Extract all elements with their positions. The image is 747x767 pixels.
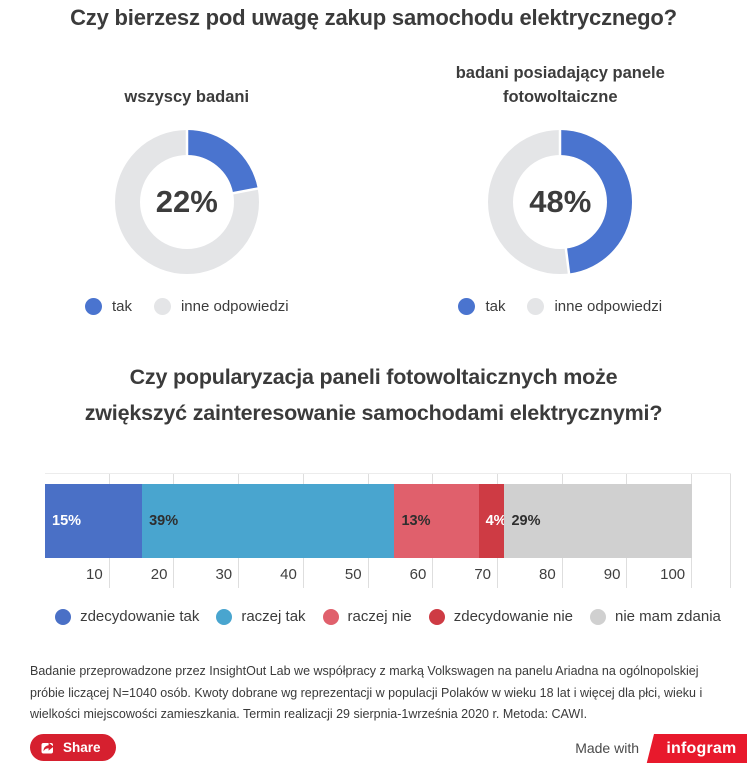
x-axis-tick-label: 40 <box>280 566 297 583</box>
legend-label: inne odpowiedzi <box>554 298 663 315</box>
share-button[interactable]: Share <box>30 733 116 761</box>
slice-separator <box>564 247 571 275</box>
donut-chart-panel-owners: badani posiadający panele fotowoltaiczne… <box>374 61 747 315</box>
bar-segment-raczej-tak: 39% <box>142 484 395 558</box>
legend-label: nie mam zdania <box>615 608 721 625</box>
legend-item: zdecydowanie tak <box>55 608 199 625</box>
x-axis-tick-label: 60 <box>409 566 427 583</box>
x-axis-tick-label: 30 <box>215 566 233 583</box>
legend-item: inne odpowiedzi <box>153 298 289 315</box>
made-with: Made with infogram <box>575 733 747 763</box>
bar-value-label: 13% <box>401 513 431 529</box>
bar-segment-raczej-nie: 13% <box>394 484 479 558</box>
donut-legend: tak inne odpowiedzi <box>84 298 289 315</box>
made-with-label: Made with <box>575 740 639 756</box>
legend-swatch <box>153 298 171 315</box>
methodology-note: Badanie przeprowadzone przez InsightOut … <box>30 664 703 721</box>
stacked-bar: 15% 39% 13% 4% 29% <box>45 484 693 558</box>
donut-chart-all-respondents: wszyscy badani 22% tak inne odpowiedzi <box>0 61 374 315</box>
donut-title: badani posiadający panele fotowoltaiczne <box>455 64 665 106</box>
x-axis-tick-label: 50 <box>344 566 362 583</box>
legend-swatch <box>84 298 102 315</box>
donut-ring <box>114 129 259 274</box>
x-axis-tick-label: 10 <box>86 566 103 583</box>
legend-item: raczej nie <box>322 608 412 625</box>
bar-value-label: 29% <box>511 513 541 529</box>
x-axis-tick-label: 80 <box>539 566 556 583</box>
bar-segment-zdecydowanie-tak: 15% <box>45 484 143 558</box>
bottom-bar: Share Made with infogram <box>0 732 747 766</box>
x-axis-tick-label: 70 <box>474 566 492 583</box>
bar-segment-nie-mam-zdania: 29% <box>504 484 693 558</box>
x-axis-tick-label: 100 <box>660 566 686 583</box>
legend-label: inne odpowiedzi <box>180 298 289 315</box>
gridline <box>730 474 731 588</box>
donut-center-value: 22% <box>155 184 218 219</box>
donut-ring <box>488 129 633 275</box>
donut-title: wszyscy badani <box>124 88 250 106</box>
x-axis-tick-label: 20 <box>150 566 168 583</box>
donut-center-value: 48% <box>529 184 592 219</box>
share-button-label: Share <box>63 739 101 755</box>
bar-segment-zdecydowanie-nie: 4% <box>478 484 507 558</box>
legend-item: zdecydowanie nie <box>428 608 573 625</box>
legend-swatch <box>458 298 476 315</box>
stacked-bar-chart: 15% 39% 13% 4% 29% 10 20 30 40 50 60 70 80 90 100 zde… <box>45 473 731 625</box>
donut-chart: 22% <box>114 129 260 275</box>
bar-value-label: 4% <box>485 513 507 529</box>
question-2-title: Czy popularyzacja paneli fotowoltaicznyc… <box>84 365 663 425</box>
legend-label: raczej tak <box>241 608 306 625</box>
legend-item: raczej tak <box>216 608 306 625</box>
legend-item: inne odpowiedzi <box>527 298 662 315</box>
bar-plot-area: 15% 39% 13% 4% 29% 10 20 30 40 50 60 70 80 90 100 <box>45 473 731 588</box>
donut-chart: 48% <box>487 129 633 275</box>
question-1-title: Czy bierzesz pod uwagę zakup samochodu e… <box>70 5 677 30</box>
legend-item: tak <box>458 298 505 315</box>
legend-swatch <box>216 608 233 625</box>
legend-label: zdecydowanie tak <box>80 608 200 625</box>
bar-value-label: 15% <box>52 513 82 529</box>
donut-charts-row: wszyscy badani 22% tak inne odpowiedzi ba… <box>0 61 747 315</box>
legend-item: tak <box>84 298 132 315</box>
legend-swatch <box>55 608 72 625</box>
legend-label: raczej nie <box>347 608 412 625</box>
legend-item: nie mam zdania <box>590 608 721 625</box>
legend-swatch <box>322 608 339 625</box>
legend-label: zdecydowanie nie <box>453 608 573 625</box>
share-icon <box>41 742 54 753</box>
legend-label: tak <box>111 298 132 315</box>
x-axis-tick-label: 90 <box>603 566 621 583</box>
donut-legend: tak inne odpowiedzi <box>458 298 662 315</box>
legend-swatch <box>590 608 606 625</box>
legend-swatch <box>527 298 545 315</box>
infogram-logo[interactable]: infogram <box>646 733 747 763</box>
legend-swatch <box>428 608 445 625</box>
legend-label: tak <box>485 298 506 315</box>
bar-value-label: 39% <box>149 513 179 529</box>
slice-separator <box>231 187 259 195</box>
infogram-logo-label: infogram <box>666 739 737 756</box>
x-axis: 10 20 30 40 50 60 70 80 90 100 <box>45 557 731 588</box>
bar-legend: zdecydowanie tak raczej tak raczej nie zdec… <box>45 608 731 625</box>
